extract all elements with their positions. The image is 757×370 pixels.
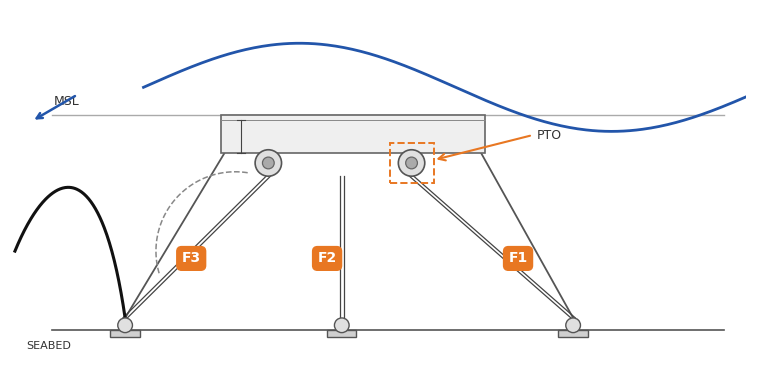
Text: SEABED: SEABED (26, 342, 71, 351)
Circle shape (335, 318, 349, 333)
FancyBboxPatch shape (559, 330, 588, 337)
Circle shape (406, 157, 417, 169)
Text: PTO: PTO (537, 128, 562, 142)
FancyBboxPatch shape (111, 330, 140, 337)
Circle shape (118, 318, 132, 333)
FancyBboxPatch shape (327, 330, 357, 337)
Text: F2: F2 (317, 252, 337, 265)
Circle shape (255, 150, 282, 176)
Text: F3: F3 (182, 252, 201, 265)
FancyBboxPatch shape (220, 115, 485, 154)
Text: MSL: MSL (54, 95, 79, 108)
Text: F1: F1 (509, 252, 528, 265)
Circle shape (565, 318, 581, 333)
Circle shape (263, 157, 274, 169)
Circle shape (398, 150, 425, 176)
